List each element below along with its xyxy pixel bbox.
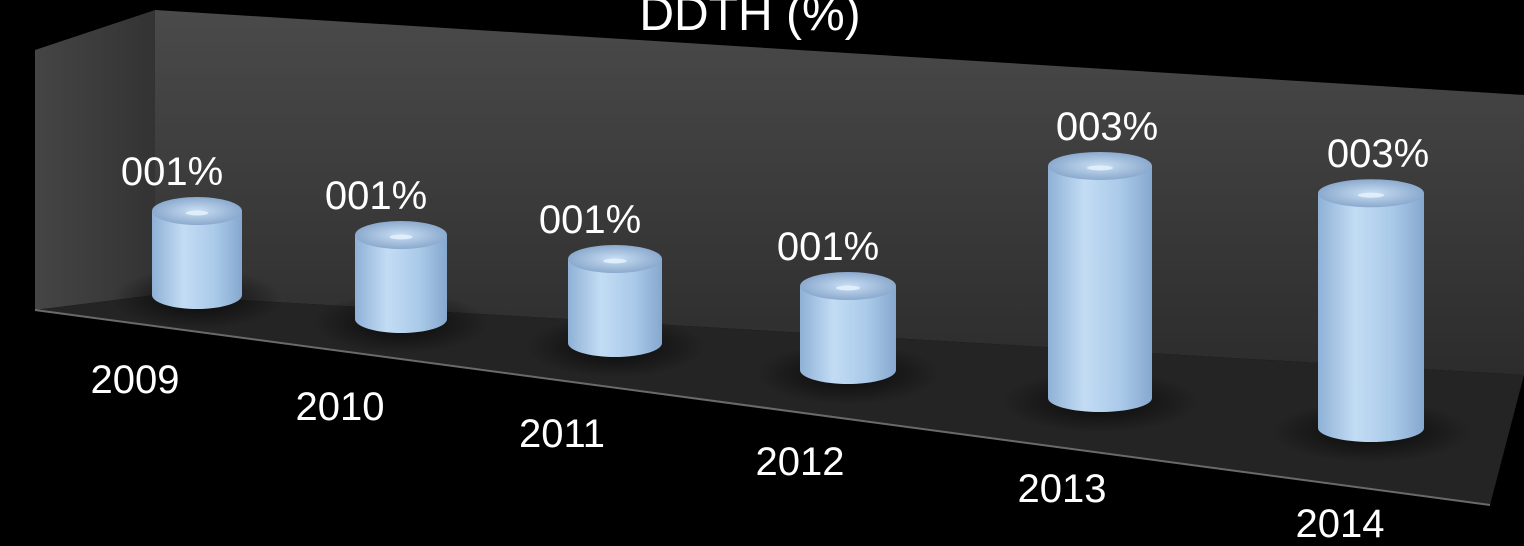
- chart-marks: 001% 2009 001% 2010 001% 2011 001% 2012 003% 2013…: [91, 105, 1472, 546]
- floor-edge: [34, 309, 1491, 506]
- bar-highlight: [389, 234, 413, 240]
- bar-body: [355, 235, 447, 333]
- bar-highlight: [1087, 165, 1113, 171]
- x-tick-label: 2010: [296, 385, 385, 429]
- bar-highlight: [836, 285, 860, 291]
- bar-highlight: [185, 210, 209, 216]
- x-tick-label: 2012: [756, 440, 845, 484]
- bar-body: [800, 286, 896, 384]
- bar-highlight: [1357, 192, 1385, 198]
- data-label: 001%: [325, 174, 427, 218]
- chart-side-wall: [35, 10, 155, 310]
- data-label: 001%: [121, 150, 223, 194]
- bar-body: [1318, 193, 1424, 442]
- x-tick-label: 2013: [1018, 467, 1107, 511]
- data-label: 001%: [539, 198, 641, 242]
- bar-body: [568, 259, 662, 357]
- chart-title: DDTH (%): [639, 0, 860, 41]
- chart-back-wall: [155, 10, 1524, 375]
- bar-body: [1048, 165, 1152, 412]
- bar-2010: 001% 2010: [296, 174, 489, 429]
- bar-2014: 003% 2014: [1270, 132, 1472, 546]
- bar-2011: 001% 2011: [519, 198, 705, 456]
- bar-2012: 001% 2012: [756, 225, 940, 484]
- data-label: 003%: [1056, 105, 1158, 149]
- x-tick-label: 2009: [91, 358, 180, 402]
- data-label: 003%: [1327, 132, 1429, 176]
- x-tick-label: 2014: [1296, 502, 1385, 546]
- bar-2009: 001% 2009: [91, 150, 283, 402]
- bar-2013: 003% 2013: [1001, 105, 1199, 511]
- x-tick-label: 2011: [519, 412, 605, 456]
- data-label: 001%: [777, 225, 879, 269]
- bar-highlight: [603, 258, 627, 264]
- bar-body: [152, 211, 242, 309]
